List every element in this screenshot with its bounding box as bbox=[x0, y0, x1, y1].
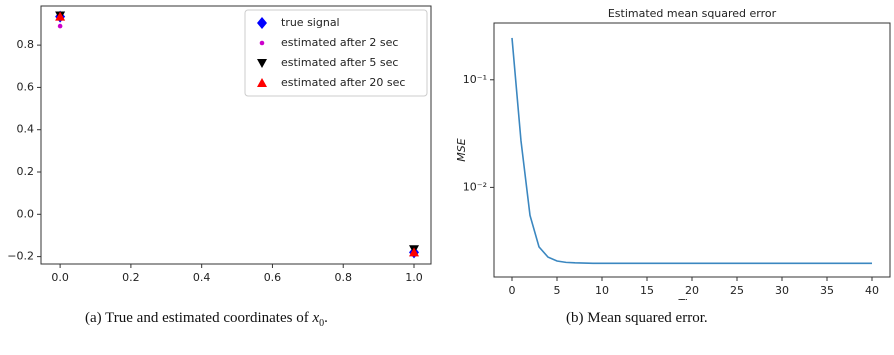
caption-tag: (a) bbox=[85, 310, 102, 326]
caption-math: x bbox=[312, 310, 320, 326]
legend-label: estimated after 2 sec bbox=[281, 36, 398, 49]
marker bbox=[57, 23, 63, 29]
marker bbox=[55, 11, 66, 21]
legend-label: true signal bbox=[281, 16, 340, 29]
x-tick-label: 10 bbox=[595, 284, 609, 297]
x-tick-label: 40 bbox=[865, 284, 879, 297]
x-tick-label: 1.0 bbox=[405, 271, 423, 284]
y-axis-label: MSE bbox=[455, 138, 468, 161]
marker bbox=[409, 247, 420, 257]
x-tick-label: 25 bbox=[730, 284, 744, 297]
y-tick-label: 10⁻¹ bbox=[463, 73, 487, 86]
line bbox=[511, 37, 872, 265]
legend-label: estimated after 20 sec bbox=[281, 76, 405, 89]
x-tick-label: 5 bbox=[554, 284, 561, 297]
charts: 0.0 0.2 0.4 0.6 0.8 1.0 −0.2 0.0 0.2 0.4 0.6 0.8 tru… bbox=[7, 5, 891, 300]
y-tick-label: −0.2 bbox=[7, 250, 34, 263]
x-tick-label: 0.8 bbox=[334, 271, 352, 284]
caption-b: (b) Mean squared error. bbox=[566, 310, 708, 327]
caption-end: . bbox=[324, 310, 328, 326]
legend-box bbox=[244, 9, 428, 97]
y-tick-label: 0.8 bbox=[17, 38, 35, 51]
marker bbox=[259, 40, 265, 46]
x-tick-label: 0 bbox=[509, 284, 516, 297]
plot-frame bbox=[493, 22, 891, 278]
y-tick-label: 0.6 bbox=[17, 80, 35, 93]
caption-text: True and estimated coordinates of bbox=[105, 310, 309, 326]
x-tick-label: 0.6 bbox=[264, 271, 282, 284]
x-tick-label: 30 bbox=[775, 284, 789, 297]
x-tick-label: 35 bbox=[820, 284, 834, 297]
plot-frame bbox=[40, 5, 432, 265]
marker bbox=[257, 59, 267, 68]
caption-text: Mean squared error. bbox=[587, 310, 708, 326]
x-tick-label: 15 bbox=[640, 284, 654, 297]
caption-sub: 0 bbox=[319, 318, 325, 329]
x-axis-label: Time bbox=[678, 297, 706, 300]
y-tick-label: 10⁻² bbox=[463, 180, 487, 193]
x-tick-label: 0.4 bbox=[193, 271, 211, 284]
y-tick-label: 0.0 bbox=[17, 207, 35, 220]
x-tick-label: 0.2 bbox=[122, 271, 140, 284]
marker bbox=[257, 17, 267, 29]
y-tick-label: 0.4 bbox=[17, 123, 35, 136]
y-tick-label: 0.2 bbox=[17, 165, 35, 178]
x-tick-label: 0.0 bbox=[51, 271, 69, 284]
chart-title: Estimated mean squared error bbox=[608, 7, 777, 20]
caption-a: (a) True and estimated coordinates of x0… bbox=[85, 310, 328, 329]
caption-tag: (b) bbox=[566, 310, 584, 326]
marker bbox=[257, 78, 267, 87]
x-tick-label: 20 bbox=[685, 284, 699, 297]
legend-label: estimated after 5 sec bbox=[281, 56, 398, 69]
